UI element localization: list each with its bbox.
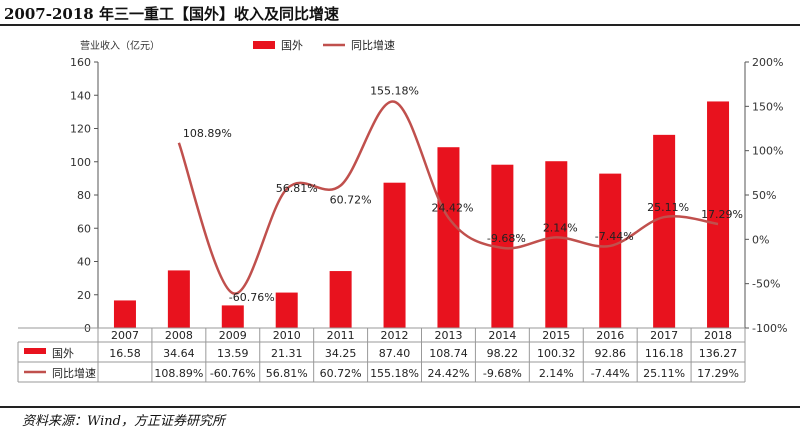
- table-cell-revenue: 34.25: [325, 347, 357, 360]
- table-cell-growth: -60.76%: [210, 367, 256, 380]
- growth-point-label: 108.89%: [183, 127, 232, 140]
- data-table: 2007 16.58 2008 34.64 108.89% 2009 13.59 -60.76…: [17, 327, 746, 383]
- legend: 国外 同比增速: [253, 38, 395, 52]
- table-cell-growth: 108.89%: [154, 367, 203, 380]
- y-tick-label: 80: [77, 189, 91, 202]
- bar-2012: [383, 182, 406, 328]
- growth-point-label: -9.68%: [487, 232, 526, 245]
- table-cell-growth: 24.42%: [427, 367, 469, 380]
- y2-tick-label: 0%: [752, 233, 769, 246]
- y-tick-label: 60: [77, 222, 91, 235]
- table-key-bar: [24, 348, 46, 354]
- table-cell-revenue: 21.31: [271, 347, 303, 360]
- table-cell-revenue: 13.59: [217, 347, 249, 360]
- growth-point-label: 60.72%: [330, 193, 372, 206]
- growth-point-label: 2.14%: [543, 221, 578, 234]
- growth-point-label: 24.42%: [431, 202, 473, 215]
- table-cell-growth: 17.29%: [697, 367, 739, 380]
- x-tick-label: 2011: [327, 329, 355, 342]
- y2-tick-label: 50%: [752, 189, 776, 202]
- x-tick-label: 2010: [273, 329, 301, 342]
- chart: 020406080100120140160-100%-50%0%50%100%1…: [17, 38, 787, 383]
- x-tick-label: 2013: [434, 329, 462, 342]
- bar-2018: [707, 101, 730, 328]
- growth-point-label: 155.18%: [370, 85, 419, 98]
- table-cell-revenue: 16.58: [109, 347, 141, 360]
- table-cell-growth: 155.18%: [370, 367, 419, 380]
- y2-tick-label: -100%: [752, 322, 787, 335]
- y-tick-label: 100: [70, 156, 91, 169]
- table-cell-revenue: 116.18: [645, 347, 684, 360]
- bar-2011: [329, 271, 352, 328]
- bar-2017: [653, 134, 676, 328]
- bar-2016: [599, 173, 622, 328]
- page-title: 2007-2018 年三一重工【国外】收入及同比增速: [4, 5, 339, 23]
- table-cell-revenue: 100.32: [537, 347, 576, 360]
- bar-2014: [491, 164, 514, 328]
- bar-2008: [167, 270, 190, 328]
- table-cell-growth: -9.68%: [483, 367, 522, 380]
- x-tick-label: 2014: [488, 329, 516, 342]
- table-cell-growth: 56.81%: [266, 367, 308, 380]
- table-cell-revenue: 92.86: [594, 347, 626, 360]
- x-tick-label: 2016: [596, 329, 624, 342]
- growth-point-label: -60.76%: [229, 291, 275, 304]
- y2-tick-label: -50%: [752, 278, 780, 291]
- x-tick-label: 2017: [650, 329, 678, 342]
- bar-2015: [545, 161, 568, 328]
- legend-label-bar: 国外: [281, 39, 303, 52]
- x-tick-label: 2009: [219, 329, 247, 342]
- bar-2010: [275, 292, 298, 328]
- table-cell-revenue: 108.74: [429, 347, 468, 360]
- y2-tick-label: 150%: [752, 100, 783, 113]
- x-tick-label: 2018: [704, 329, 732, 342]
- table-cell-growth: -7.44%: [591, 367, 630, 380]
- y-tick-label: 160: [70, 56, 91, 69]
- bar-2007: [113, 300, 136, 328]
- table-cell-revenue: 98.22: [487, 347, 519, 360]
- y-tick-label: 120: [70, 123, 91, 136]
- growth-point-label: -7.44%: [595, 230, 634, 243]
- table-row-header: 同比增速: [52, 366, 96, 380]
- growth-point-label: 17.29%: [701, 208, 743, 221]
- bar-2013: [437, 147, 460, 328]
- growth-labels: 108.89% -60.76% 56.81% 60.72% 155.18% 24.42% -…: [183, 85, 743, 304]
- y2-tick-label: 200%: [752, 56, 783, 69]
- table-cell-revenue: 87.40: [379, 347, 411, 360]
- y-axis-label: 营业收入（亿元）: [80, 39, 160, 52]
- y2-tick-label: 100%: [752, 145, 783, 158]
- table-row-header: 国外: [52, 347, 74, 360]
- x-tick-label: 2015: [542, 329, 570, 342]
- y-tick-label: 140: [70, 89, 91, 102]
- growth-point-label: 56.81%: [276, 182, 318, 195]
- legend-swatch-bar: [253, 41, 275, 49]
- x-tick-label: 2012: [381, 329, 409, 342]
- y-tick-label: 40: [77, 256, 91, 269]
- table-cell-revenue: 136.27: [699, 347, 738, 360]
- growth-point-label: 25.11%: [647, 201, 689, 214]
- x-tick-label: 2007: [111, 329, 139, 342]
- x-tick-label: 2008: [165, 329, 193, 342]
- title-divider: [0, 24, 800, 26]
- table-cell-growth: 2.14%: [539, 367, 574, 380]
- bar-2009: [221, 305, 244, 328]
- y-tick-label: 20: [77, 289, 91, 302]
- growth-line: [177, 100, 719, 295]
- table-cell-revenue: 34.64: [163, 347, 195, 360]
- bar-series: [113, 101, 730, 328]
- source-note: 资料来源：Wind，方正证券研究所: [22, 414, 225, 429]
- footer-divider: [0, 406, 800, 408]
- table-cell-growth: 60.72%: [320, 367, 362, 380]
- table-cell-growth: 25.11%: [643, 367, 685, 380]
- legend-label-line: 同比增速: [351, 38, 395, 52]
